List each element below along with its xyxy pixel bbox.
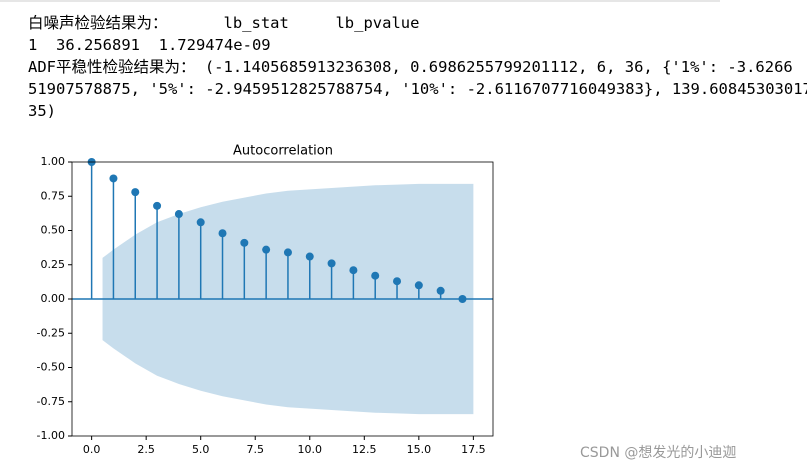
cell-output: 白噪声检验结果为： lb_stat lb_pvalue 1 36.256891 1… [28,12,807,122]
marker [262,245,271,254]
x-tick-label: 2.5 [137,443,155,456]
output-line: 35) [28,102,56,120]
y-tick-label: -1.00 [37,429,65,442]
marker [327,259,336,268]
x-tick-label: 15.0 [407,443,432,456]
marker [109,174,118,183]
marker [153,201,162,210]
marker [218,229,227,238]
x-tick-label: 5.0 [192,443,210,456]
x-tick-label: 17.5 [461,443,486,456]
marker [414,281,423,290]
x-tick-label: 10.0 [298,443,323,456]
x-tick-label: 0.0 [83,443,101,456]
x-tick-label: 7.5 [246,443,264,456]
marker [240,238,249,247]
chart-title: Autocorrelation [233,144,333,159]
y-tick-label: -0.50 [37,361,65,374]
output-line: 51907578875, '5%': -2.9459512825788754, … [28,80,807,98]
y-tick-label: 0.00 [41,292,66,305]
marker [393,277,402,286]
watermark: CSDN @想发光的小迪迦 [580,445,736,461]
y-tick-label: -0.25 [37,326,65,339]
output-line: ADF平稳性检验结果为： (-1.1405685913236308, 0.698… [28,58,793,76]
y-tick-label: 0.25 [41,258,66,271]
output-line: 白噪声检验结果为： lb_stat lb_pvalue [28,14,420,32]
marker [283,248,292,257]
marker [131,188,140,197]
y-tick-label: 0.75 [41,189,66,202]
marker [196,218,205,227]
marker [371,271,380,280]
output-line: 1 36.256891 1.729474e-09 [28,36,271,54]
y-tick-label: -0.75 [37,395,65,408]
x-tick-label: 12.5 [352,443,377,456]
marker [458,295,467,303]
marker [305,252,314,261]
y-tick-label: 0.50 [41,224,66,237]
y-tick-label: 1.00 [41,155,66,168]
marker [436,286,445,295]
marker [349,266,358,275]
marker [174,210,183,219]
